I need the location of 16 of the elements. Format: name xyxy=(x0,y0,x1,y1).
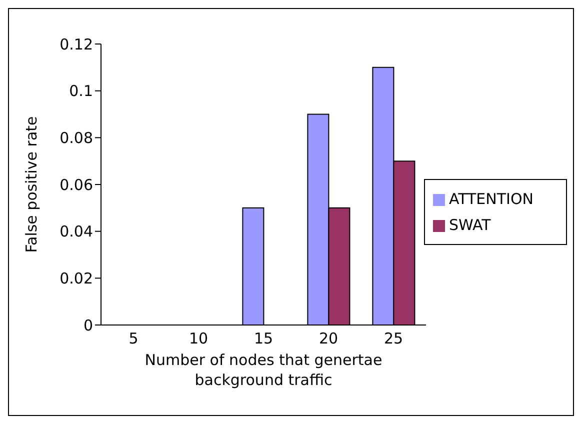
y-tick-label: 0.02 xyxy=(60,269,93,288)
y-tick-label: 0.06 xyxy=(60,176,93,194)
x-tick-label: 10 xyxy=(188,330,208,348)
x-tick-label: 5 xyxy=(128,330,138,348)
x-axis-title: Number of nodes that genertae background traffic xyxy=(144,351,382,389)
x-tick-label: 20 xyxy=(318,330,338,348)
y-tick-label: 0.1 xyxy=(69,82,93,100)
y-tick-label: 0.08 xyxy=(60,128,93,147)
y-tick-label: 0.04 xyxy=(60,222,93,241)
y-tick-label: 0.12 xyxy=(60,35,93,54)
y-axis-title: False positive rate xyxy=(22,116,40,253)
legend-label: SWAT xyxy=(449,216,491,234)
legend-label: ATTENTION xyxy=(449,190,534,208)
x-tick-label: 25 xyxy=(384,330,404,348)
y-tick-label: 0 xyxy=(83,316,93,334)
x-tick-label: 15 xyxy=(254,330,274,348)
